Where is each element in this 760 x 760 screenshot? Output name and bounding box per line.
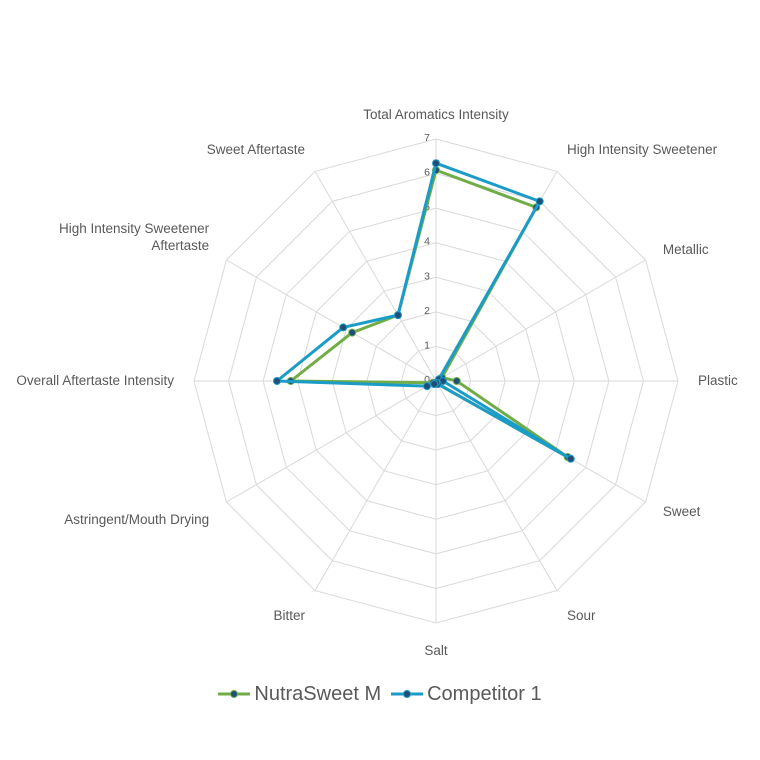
- data-point: [452, 377, 461, 385]
- tick-label-3: 3: [424, 270, 430, 282]
- category-axis-labels: Total Aromatics Intensity High Intensity …: [16, 107, 738, 658]
- data-series: [272, 159, 575, 463]
- axis-label-line: Aftertaste: [151, 238, 209, 253]
- spoke-8: [226, 380, 437, 503]
- axis-label-line: Sweet: [663, 504, 701, 519]
- tick-label-7: 7: [424, 132, 430, 144]
- axis-label-line: Metallic: [663, 242, 709, 257]
- legend-item-series-1: NutraSweet M: [218, 683, 381, 706]
- data-point: [423, 382, 432, 391]
- axis-label-10: High Intensity Sweetener Aftertaste: [59, 221, 210, 253]
- tick-label-6: 6: [424, 167, 430, 179]
- series-2: [272, 159, 575, 463]
- axis-label-7: Bitter: [273, 608, 305, 623]
- legend-marker-series-1: [218, 690, 251, 698]
- data-point: [348, 328, 357, 337]
- legend-label-series-2: Competitor 1: [427, 682, 542, 705]
- axis-label-line: Total Aromatics Intensity: [363, 107, 509, 122]
- axis-label-5: Sour: [567, 608, 596, 623]
- axis-label-line: High Intensity Sweetener: [567, 142, 718, 157]
- data-point: [393, 311, 402, 320]
- axis-label-line: Astringent/Mouth Drying: [64, 512, 209, 527]
- axis-label-2: Metallic: [663, 242, 709, 257]
- data-point: [272, 377, 281, 385]
- axis-label-line: Overall Aftertaste Intensity: [16, 373, 174, 388]
- data-point: [432, 159, 440, 168]
- axis-label-line: Plastic: [698, 373, 738, 388]
- axis-label-6: Salt: [424, 643, 448, 658]
- axis-label-line: Sweet Aftertaste: [207, 142, 305, 157]
- axis-label-line: Bitter: [273, 608, 305, 623]
- axis-label-9: Overall Aftertaste Intensity: [16, 373, 174, 388]
- spoke-2: [435, 259, 646, 382]
- axis-label-4: Sweet: [663, 504, 701, 519]
- legend: NutraSweet M Competitor 1: [0, 676, 760, 712]
- tick-label-2: 2: [424, 305, 430, 317]
- spoke-7: [314, 380, 437, 591]
- axis-label-line: Sour: [567, 608, 596, 623]
- axis-label-0: Total Aromatics Intensity: [363, 107, 509, 122]
- spoke-10: [226, 259, 437, 382]
- spoke-11: [314, 171, 437, 382]
- legend-marker-series-2: [391, 690, 424, 698]
- axis-label-11: Sweet Aftertaste: [207, 142, 305, 157]
- data-point: [566, 454, 575, 463]
- legend-item-series-2: Competitor 1: [391, 683, 542, 706]
- tick-label-4: 4: [424, 236, 430, 248]
- axis-label-3: Plastic: [698, 373, 738, 388]
- tick-label-0: 0: [424, 374, 430, 386]
- spoke-5: [435, 380, 558, 591]
- data-point: [535, 197, 544, 206]
- data-point: [339, 323, 348, 332]
- axis-label-line: Salt: [424, 643, 448, 658]
- axis-label-line: High Intensity Sweetener: [59, 221, 210, 236]
- data-point: [430, 379, 439, 388]
- legend-label-series-1: NutraSweet M: [254, 682, 382, 705]
- axis-label-1: High Intensity Sweetener: [567, 142, 718, 157]
- axis-label-8: Astringent/Mouth Drying: [64, 512, 209, 527]
- tick-label-1: 1: [424, 339, 430, 351]
